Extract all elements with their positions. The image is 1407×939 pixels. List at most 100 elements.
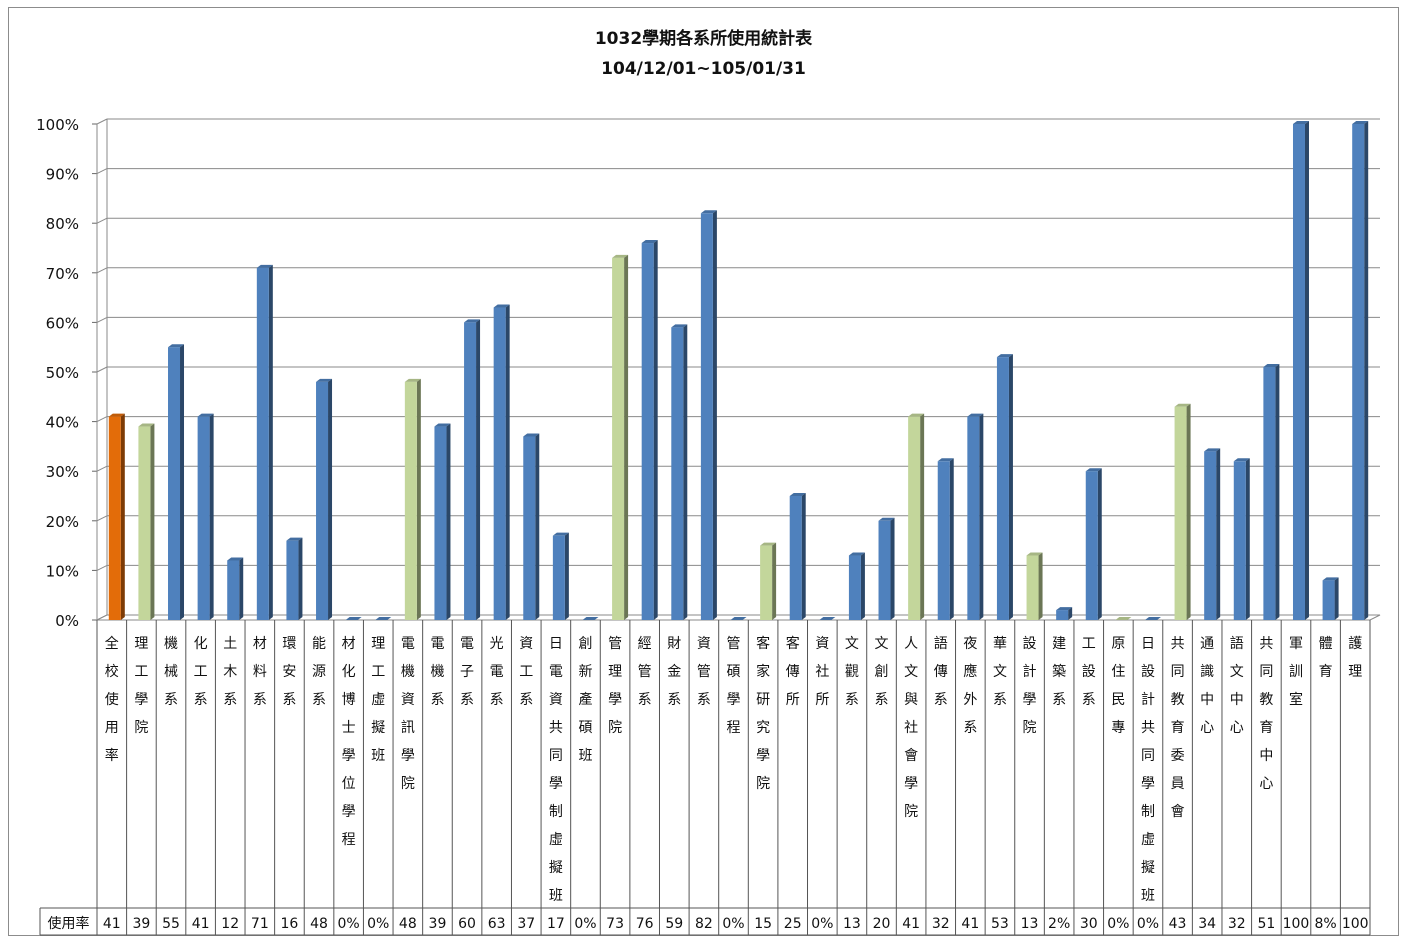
data-value-label: 41 [103,916,121,932]
data-value-label: 41 [961,916,979,932]
bar [1233,458,1250,620]
data-value-label: 13 [843,916,861,932]
category-label: 電機資訊學院 [401,636,415,792]
bar-top [789,493,806,496]
bar-face [1174,406,1187,620]
gridline-side [96,465,108,472]
bar-top [464,319,481,323]
bar [256,264,273,620]
bar-top [671,324,688,328]
y-tick-label: 40% [46,414,79,432]
data-value-label: 32 [932,916,950,932]
data-value-label: 43 [1169,916,1187,932]
data-value-label: 51 [1257,916,1275,932]
bar-face [552,535,565,620]
bar-top [1352,121,1369,124]
bar-face [1292,124,1305,620]
data-value-label: 32 [1228,916,1246,932]
gridline-side [96,416,108,423]
bar [967,413,984,620]
category-label: 客家研究學院 [756,635,770,792]
category-label: 日設計共同學制虛擬班 [1141,636,1155,904]
data-value-label: 17 [547,916,565,932]
bar [286,537,303,620]
bar-top [1085,468,1102,472]
category-label: 文創系 [875,636,889,708]
bar-face [523,436,536,620]
category-label: 日電資共同學制虛擬班 [549,636,563,904]
bar-face [908,416,921,620]
bar [671,324,688,620]
data-value-label: 59 [665,916,683,932]
data-value-label: 34 [1198,916,1216,932]
data-value-label: 16 [281,916,299,932]
bar [996,354,1013,620]
category-label: 語傳系 [934,636,948,708]
category-label: 能源系 [312,636,326,708]
bar-face [760,545,773,620]
bar [789,493,806,620]
bar [404,378,421,620]
y-tick-label: 10% [46,562,79,580]
bar-face [612,257,625,620]
bar-face [1056,610,1069,620]
bar-top [1174,403,1191,407]
category-label: 土木系 [223,636,237,708]
data-value-label: 2% [1048,916,1070,932]
category-label: 體育 [1319,636,1333,680]
data-value-label: 0% [1107,916,1129,932]
bar-top [582,617,599,620]
bar [1144,617,1161,620]
data-value-label: 20 [873,916,891,932]
bar [641,240,658,621]
bar-top [908,413,925,417]
bar-top [523,433,540,437]
gridline-side [96,564,108,571]
bar-side [801,493,806,620]
bar [937,458,954,620]
bar-top [996,354,1013,358]
bar-top [1292,121,1309,124]
bar-side [1038,552,1043,620]
data-value-label: 0% [722,916,744,932]
data-value-label: 13 [1021,916,1039,932]
category-label: 語文中心 [1230,636,1244,736]
bar [612,254,629,621]
y-tick-label: 70% [46,265,79,283]
y-tick-label: 90% [46,166,79,184]
y-tick-label: 20% [46,513,79,531]
bar [878,517,895,620]
gridline-side [96,118,108,125]
data-value-label: 60 [458,916,476,932]
bar-top [552,532,569,536]
data-value-label: 25 [784,916,802,932]
bar-top [1204,448,1221,452]
data-value-label: 100 [1283,916,1310,932]
bar-top [256,264,273,268]
bar-face [671,327,684,620]
bar-face [878,520,891,620]
bar-top [375,617,392,620]
data-value-label: 41 [192,916,210,932]
category-label: 理工虛擬班 [371,636,385,764]
data-value-label: 0% [367,916,389,932]
bar-face [1085,471,1098,620]
data-value-label: 100 [1342,916,1369,932]
category-label: 原住民專 [1111,636,1125,736]
bar [848,552,865,620]
category-label: 客傳所 [786,635,800,708]
category-label: 華文系 [993,636,1007,708]
bar-top [612,254,629,258]
bar-top [345,617,362,620]
bar [1026,552,1043,620]
bar-face [108,416,121,620]
bar-side [683,324,688,620]
category-label: 電子系 [460,636,474,708]
bar [197,413,214,620]
data-value-label: 76 [636,916,654,932]
category-label: 光電系 [490,636,504,708]
bar-top [641,240,658,244]
bar-face [641,243,654,621]
y-tick-label: 0% [55,612,79,630]
bar [1204,448,1221,620]
